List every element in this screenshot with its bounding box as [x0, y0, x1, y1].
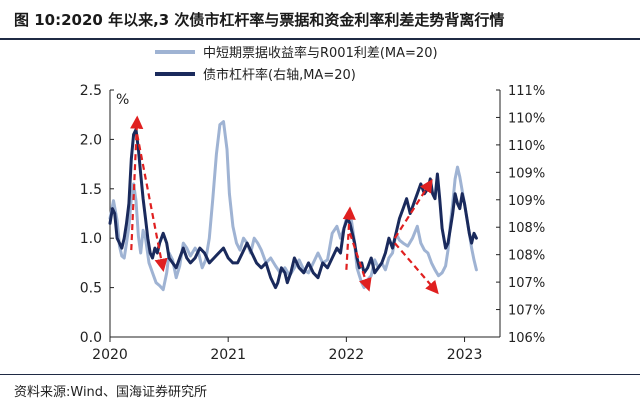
series-line-1: [108, 120, 478, 292]
y-left-tick-label: 0.0: [80, 330, 102, 346]
legend: 中短期票据收益率与R001利差(MA=20) 债市杠杆率(右轴,MA=20): [155, 45, 438, 83]
annotation-arrow: [393, 242, 439, 295]
y-right-tick-label: 108%: [508, 249, 545, 264]
x-tick-label: 2022: [329, 347, 365, 363]
axes: 0.0 0.5 1.0 1.5 2.0 2.5% 106% 107% 107% 108% 108% 1…: [80, 83, 545, 363]
series-line-2: [108, 128, 478, 290]
x-tick-label: 2021: [210, 347, 246, 363]
annotation-arrow: [342, 206, 356, 270]
x-tick-label: 2023: [447, 347, 483, 363]
y-right-tick-label: 109%: [508, 166, 545, 181]
y-right-tick-label: 106%: [508, 331, 545, 346]
y-right-tick-label: 109%: [508, 194, 545, 209]
legend-label-2: 债市杠杆率(右轴,MA=20): [203, 67, 356, 83]
y-right-tick-label: 108%: [508, 221, 545, 236]
y-right-tick-label: 110%: [508, 139, 545, 154]
y-left-tick-label: 1.0: [80, 231, 102, 247]
title-divider: [0, 38, 640, 40]
line-chart: 0.0 0.5 1.0 1.5 2.0 2.5% 106% 107% 107% 108% 108% 1…: [80, 45, 545, 363]
footer-divider: [0, 374, 640, 375]
annotation-arrow: [130, 115, 144, 251]
series-layer: [108, 120, 478, 292]
y-left-unit: %: [116, 92, 129, 108]
y-right-tick-label: 107%: [508, 304, 545, 319]
y-right-tick-label: 111%: [508, 84, 545, 99]
annotation-arrow: [393, 179, 433, 239]
y-left-tick-label: 2.0: [80, 132, 102, 148]
y-right-tick-label: 110%: [508, 111, 545, 126]
source-note: 资料来源:Wind、国海证券研究所: [14, 385, 208, 400]
y-left-tick-label: 2.5: [80, 83, 102, 99]
y-left-tick-label: 0.5: [80, 281, 102, 297]
legend-label-1: 中短期票据收益率与R001利差(MA=20): [203, 45, 438, 61]
y-right-tick-label: 107%: [508, 276, 545, 291]
annotation-layer: [130, 115, 439, 295]
chart-title: 图 10:2020 年以来,3 次债市杠杆率与票据和资金利率利差走势背离行情: [14, 10, 505, 29]
y-left-tick-label: 1.5: [80, 182, 102, 198]
x-tick-label: 2020: [92, 347, 128, 363]
annotation-arrow: [136, 134, 168, 272]
